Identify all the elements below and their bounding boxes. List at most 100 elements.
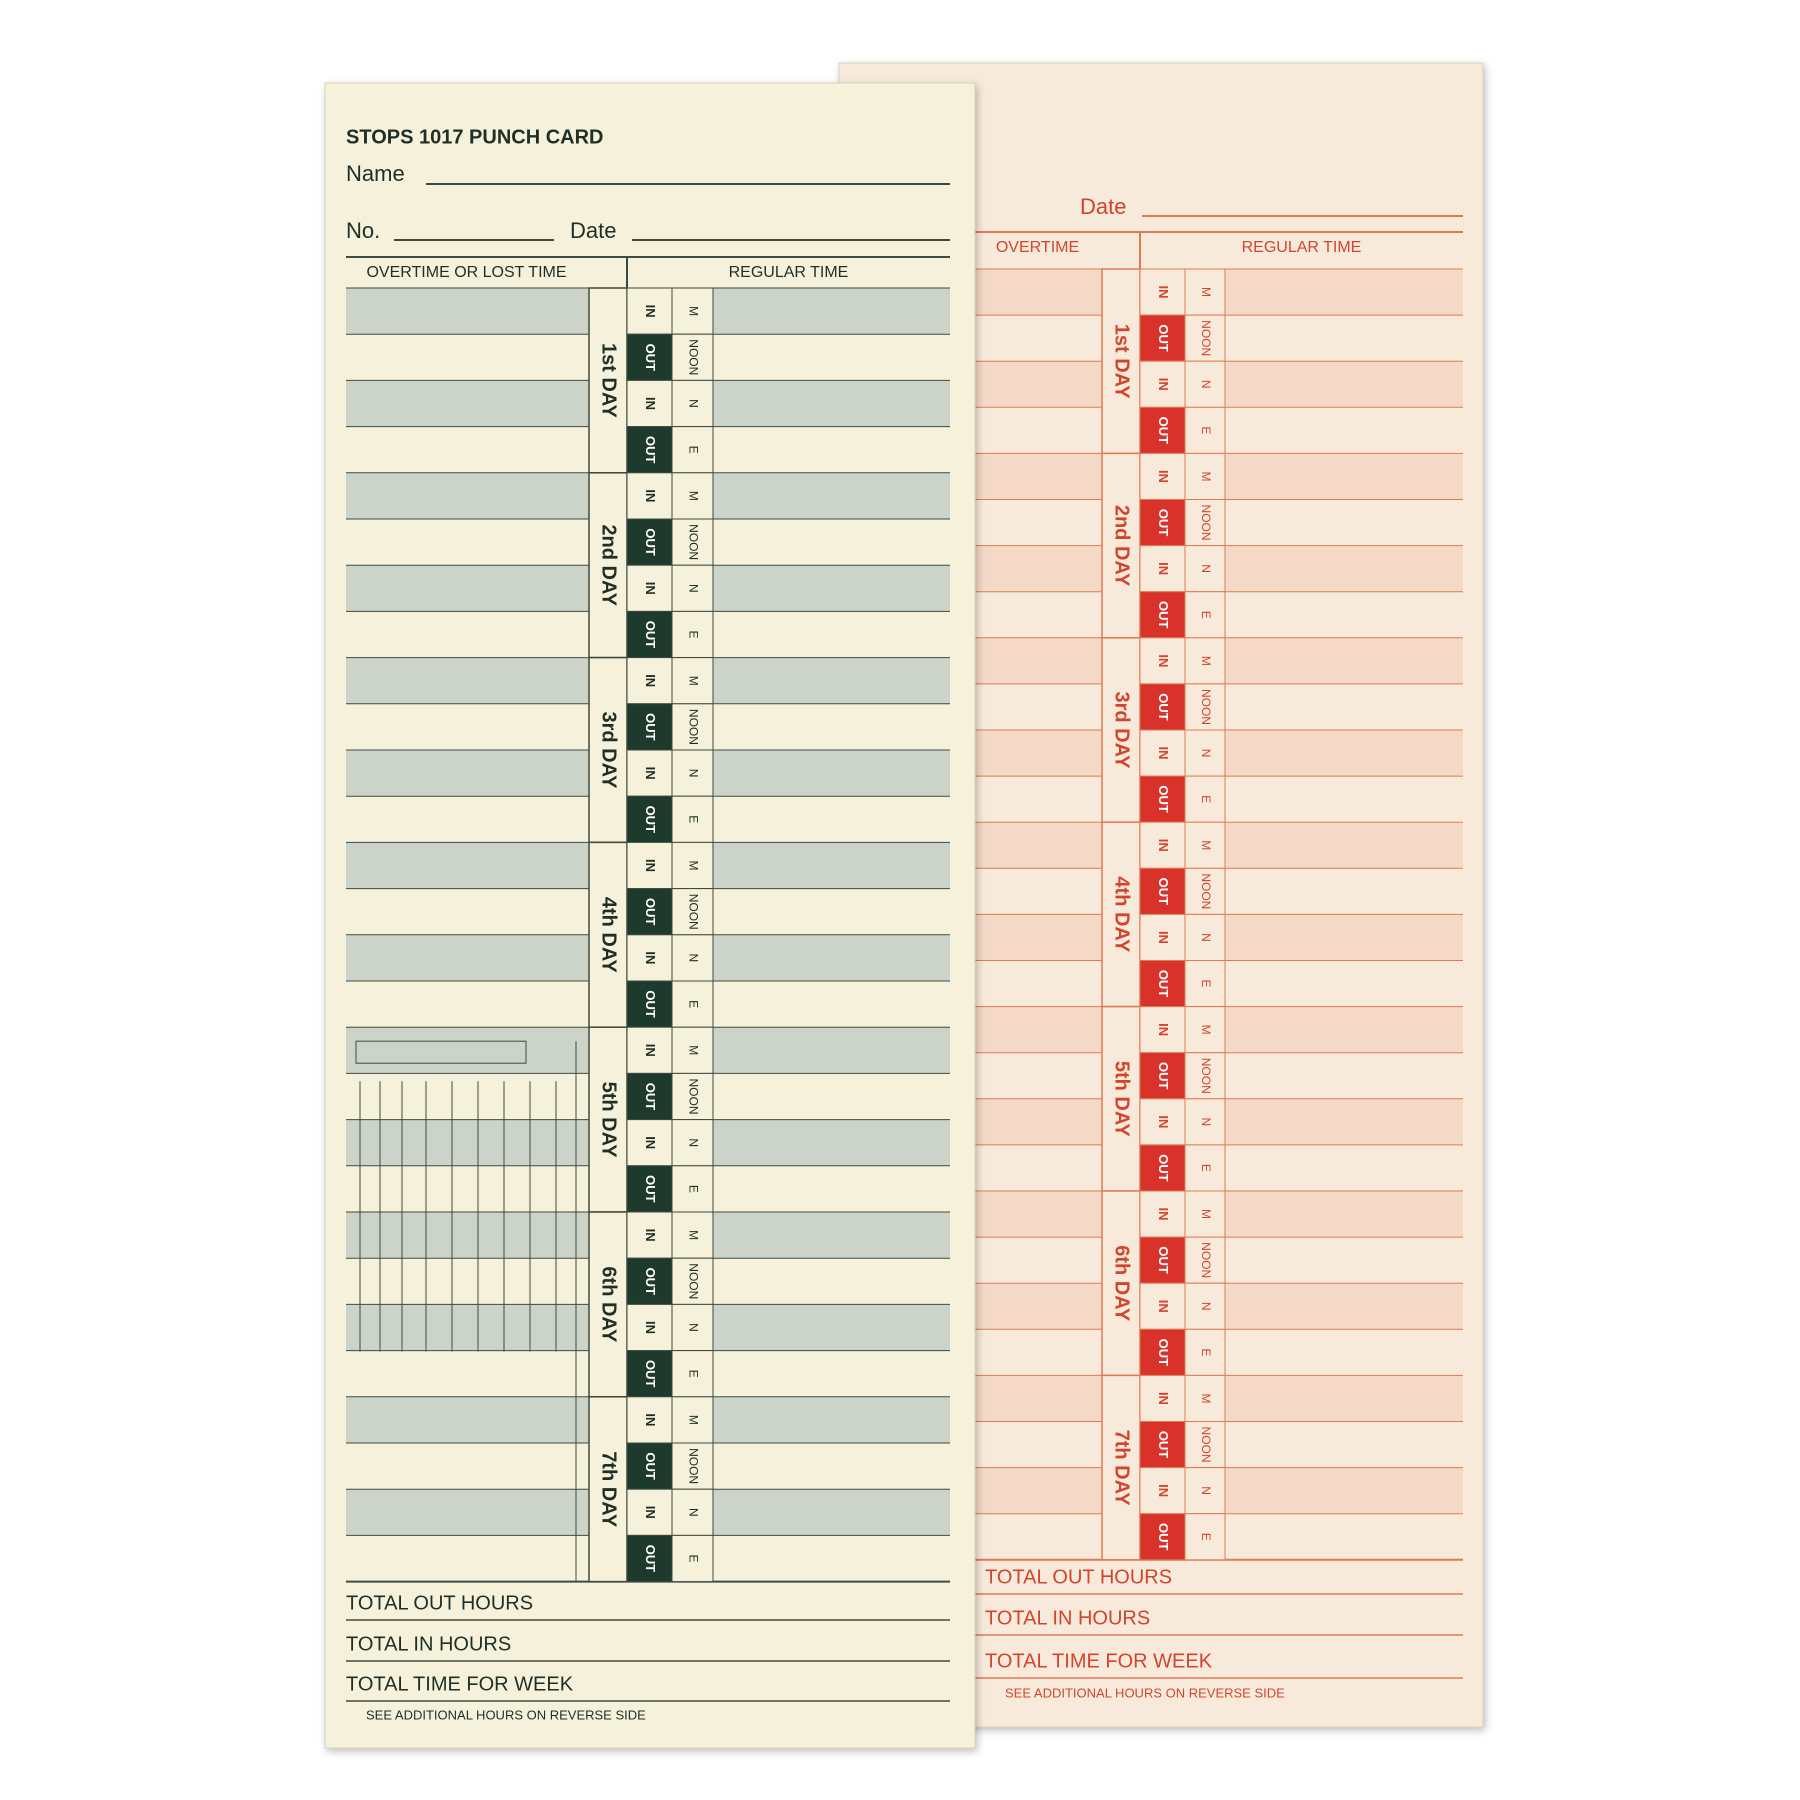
- day-cell: [1101, 452, 1141, 639]
- side-cell: [671, 1442, 714, 1490]
- slot-box: [1139, 314, 1186, 362]
- gray-band: [975, 1098, 1102, 1145]
- side-label: M: [686, 1045, 700, 1055]
- side-cell: [1184, 406, 1226, 454]
- slot-box: [626, 1303, 673, 1352]
- side-cell: [671, 703, 714, 751]
- right-heading: REGULAR TIME: [729, 264, 849, 281]
- side-label: M: [686, 1230, 700, 1240]
- gray-band: [346, 1304, 589, 1351]
- slot-label: IN: [1156, 1115, 1171, 1128]
- slot-label: IN: [643, 397, 658, 410]
- slot-box: [1139, 591, 1186, 639]
- side-label: M: [1199, 840, 1213, 850]
- gray-band: [1225, 1467, 1463, 1514]
- slot-label: IN: [1156, 562, 1171, 575]
- card-footer: SEE ADDITIONAL HOURS ON REVERSE SIDE: [366, 1707, 646, 1722]
- side-cell: [1184, 1328, 1226, 1376]
- gray-band: [346, 1212, 589, 1259]
- side-cell: [671, 287, 714, 335]
- side-cell: [671, 1119, 714, 1167]
- side-cell: [671, 795, 714, 843]
- slot-label: OUT: [1156, 324, 1171, 352]
- total-label: TOTAL OUT HOURS: [346, 1592, 533, 1614]
- day-cell: [1101, 1005, 1141, 1192]
- slot-box: [626, 518, 673, 566]
- gray-band: [346, 1027, 589, 1074]
- side-cell: [1184, 591, 1226, 639]
- side-label: N: [686, 399, 700, 408]
- gray-band: [346, 288, 589, 335]
- side-label: NOON: [1199, 505, 1213, 541]
- gray-band: [975, 269, 1102, 316]
- gray-band: [975, 361, 1102, 408]
- day-label: 7th DAY: [1111, 1430, 1133, 1507]
- side-label: E: [686, 815, 700, 823]
- card-title: STOPS 1017 PUNCH CARD: [346, 126, 603, 148]
- left-heading: OVERTIME: [996, 239, 1079, 256]
- side-cell: [1184, 1421, 1226, 1469]
- slot-label: OUT: [643, 1083, 658, 1111]
- side-label: M: [1199, 471, 1213, 481]
- day-label: 2nd DAY: [1111, 505, 1133, 587]
- slot-label: IN: [643, 1044, 658, 1057]
- side-cell: [671, 934, 714, 982]
- total-label: TOTAL IN HOURS: [985, 1607, 1150, 1629]
- slot-box: [1139, 913, 1186, 962]
- slot-box: [1139, 1236, 1186, 1284]
- slot-label: IN: [1156, 1484, 1171, 1497]
- gray-band: [1225, 637, 1463, 684]
- slot-label: OUT: [643, 436, 658, 464]
- side-cell: [671, 1026, 714, 1074]
- slot-label: OUT: [643, 344, 658, 372]
- side-label: E: [686, 630, 700, 638]
- side-cell: [1184, 1052, 1226, 1100]
- side-cell: [1184, 1282, 1226, 1330]
- slot-label: IN: [1156, 931, 1171, 944]
- total-label: TOTAL TIME FOR WEEK: [985, 1650, 1213, 1672]
- slot-box: [626, 1119, 673, 1167]
- side-cell: [671, 980, 714, 1028]
- side-cell: [671, 1211, 714, 1259]
- slot-box: [626, 564, 673, 612]
- slot-label: OUT: [643, 1452, 658, 1480]
- slot-label: IN: [643, 674, 658, 687]
- gray-band: [346, 472, 589, 519]
- slot-label: IN: [643, 582, 658, 595]
- slot-box: [626, 888, 673, 936]
- slot-label: IN: [643, 1229, 658, 1242]
- gray-band: [1225, 545, 1463, 592]
- side-label: E: [686, 1554, 700, 1562]
- right-heading: REGULAR TIME: [1242, 239, 1362, 256]
- side-label: NOON: [1199, 689, 1213, 725]
- side-cell: [1184, 545, 1226, 593]
- slot-box: [1139, 775, 1186, 823]
- side-label: NOON: [686, 1263, 700, 1299]
- gray-band: [1225, 1283, 1463, 1330]
- gray-band: [346, 1119, 589, 1166]
- slot-label: OUT: [1156, 1523, 1171, 1551]
- side-cell: [671, 888, 714, 936]
- side-cell: [671, 1165, 714, 1213]
- side-label: M: [1199, 656, 1213, 666]
- name-label: Name: [346, 161, 405, 186]
- slot-box: [626, 841, 673, 890]
- slot-box: [1139, 1282, 1186, 1330]
- slot-label: IN: [643, 767, 658, 780]
- summary-header: [355, 1040, 527, 1064]
- slot-box: [626, 980, 673, 1028]
- slot-box: [626, 426, 673, 474]
- gray-band: [346, 380, 589, 427]
- side-label: E: [686, 446, 700, 454]
- side-label: NOON: [1199, 1242, 1213, 1278]
- gray-band: [713, 657, 950, 704]
- side-label: E: [686, 1000, 700, 1008]
- slot-box: [626, 795, 673, 843]
- gray-band: [975, 453, 1102, 500]
- side-label: N: [686, 1323, 700, 1332]
- slot-label: OUT: [1156, 1246, 1171, 1274]
- slot-label: IN: [643, 951, 658, 964]
- slot-label: OUT: [1156, 417, 1171, 445]
- side-label: M: [686, 306, 700, 316]
- side-cell: [1184, 314, 1226, 362]
